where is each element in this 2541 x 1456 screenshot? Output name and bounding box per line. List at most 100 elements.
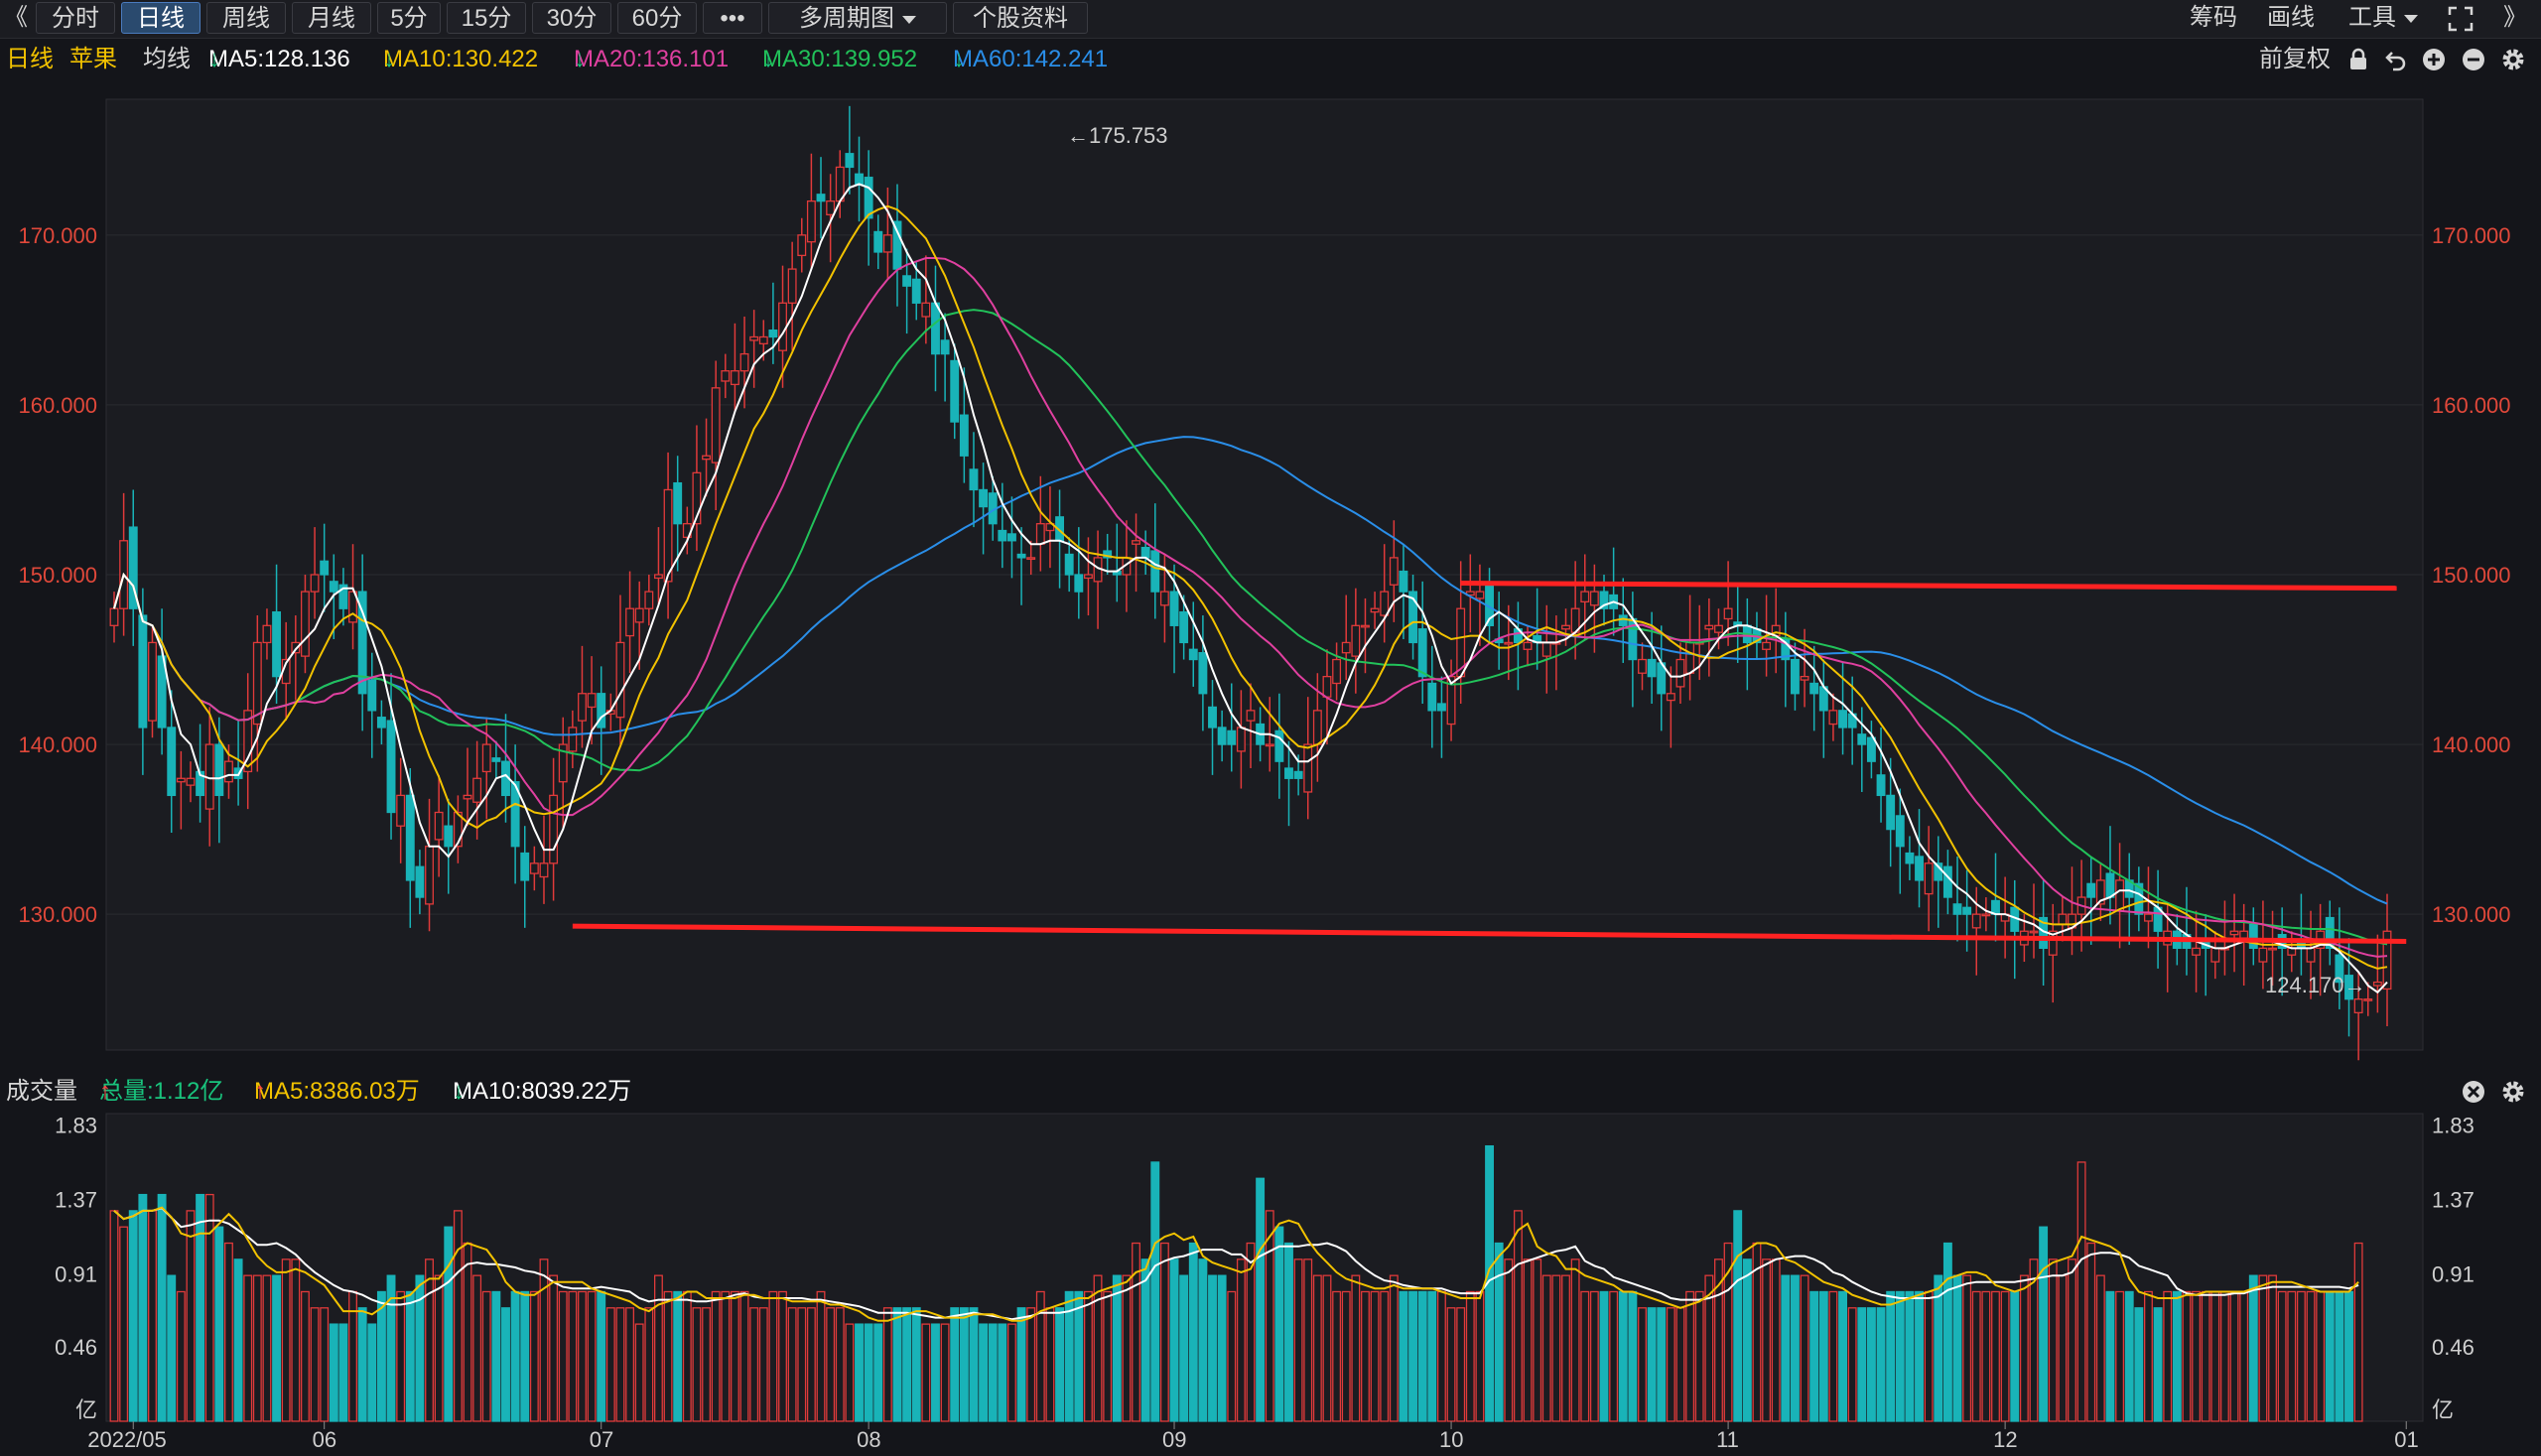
volume-bar	[520, 1290, 530, 1422]
candle	[434, 774, 444, 877]
date-label: 12	[1993, 1427, 2017, 1452]
candle-body	[1103, 550, 1113, 559]
candle-body	[176, 777, 186, 783]
zoom-in-icon[interactable]	[2422, 48, 2446, 71]
candle-body	[1322, 675, 1332, 698]
candle-body	[1541, 641, 1551, 657]
chips-button[interactable]: 筹码	[2190, 4, 2237, 31]
volume-bar	[634, 1323, 644, 1422]
tab-fenshi[interactable]: 分时	[36, 2, 115, 34]
candle	[1284, 740, 1293, 827]
candle	[2192, 910, 2202, 993]
candlestick-chart[interactable]: 170.000 160.000 150.000 140.000 130.000 170.…	[0, 79, 2541, 1072]
more-periods-button[interactable]: •••	[703, 2, 762, 34]
ma-settings-label[interactable]: 均线	[143, 46, 191, 72]
gear-icon[interactable]	[2501, 1080, 2525, 1104]
draw-line-button[interactable]: 画线	[2267, 4, 2315, 31]
candle-body	[2239, 930, 2249, 939]
tab-daily[interactable]: 日线	[121, 2, 201, 34]
volume-chart[interactable]: 1.83 1.37 0.91 0.46 亿 1.83 1.37 0.91 0.46 亿 2022…	[0, 1110, 2541, 1456]
candle	[1800, 628, 1809, 708]
candle-body	[959, 414, 969, 457]
candle-body	[481, 743, 491, 773]
volume-bar	[224, 1242, 233, 1422]
candle-body	[2210, 947, 2220, 963]
tab-5min[interactable]: 5分	[377, 2, 441, 34]
candle-body	[902, 275, 912, 287]
candle	[1045, 486, 1055, 569]
candle	[2268, 910, 2277, 986]
candle	[367, 652, 377, 758]
candle-body	[578, 693, 587, 722]
volume-bar	[1122, 1274, 1132, 1422]
volume-bar	[2325, 1290, 2335, 1422]
volume-bar	[692, 1307, 702, 1422]
candle-body	[1618, 614, 1628, 626]
tab-60min[interactable]: 60分	[617, 2, 697, 34]
volume-bar	[1905, 1290, 1915, 1422]
date-label: 11	[1716, 1427, 1739, 1452]
price-adjust-toggle[interactable]: 前复权	[2259, 46, 2331, 72]
candle-body	[320, 560, 330, 576]
volume-bar	[1256, 1177, 1266, 1422]
candle-body	[1762, 641, 1772, 650]
candle	[396, 757, 406, 863]
candle-body	[1236, 727, 1246, 752]
fullscreen-icon[interactable]	[2448, 6, 2474, 32]
volume-bar	[1866, 1307, 1876, 1422]
candle-body	[262, 624, 272, 644]
ma10-line	[113, 204, 2388, 970]
multi-period-dropdown[interactable]: 多周期图	[768, 2, 947, 34]
stock-info-button[interactable]: 个股资料	[953, 2, 1088, 34]
volume-bars	[109, 1144, 2363, 1422]
volume-bar	[1274, 1226, 1284, 1422]
candle	[1361, 597, 1370, 674]
candle	[1351, 588, 1361, 694]
volume-bar	[1198, 1258, 1208, 1422]
candle-body	[1246, 710, 1256, 722]
candle-body	[911, 278, 921, 304]
lock-icon[interactable]	[2346, 48, 2370, 71]
volume-bar	[1303, 1258, 1313, 1422]
candle	[1475, 564, 1485, 646]
volume-bar	[1599, 1290, 1609, 1422]
candle-body	[2058, 913, 2068, 926]
candle-body	[357, 591, 367, 695]
volume-bar	[1942, 1242, 1952, 1422]
ma20-text: MA20:136.101	[574, 46, 730, 72]
volume-bar	[2019, 1274, 2029, 1422]
gear-icon[interactable]	[2501, 48, 2525, 71]
candle-body	[1389, 557, 1399, 586]
tab-weekly[interactable]: 周线	[206, 2, 286, 34]
candle-body	[2192, 947, 2202, 956]
volume-ma10-arrow: ↓	[453, 1078, 465, 1105]
candle-body	[1915, 856, 1924, 881]
volume-bar	[2086, 1242, 2096, 1422]
tab-monthly[interactable]: 月线	[292, 2, 371, 34]
undo-icon[interactable]	[2384, 48, 2408, 71]
close-icon[interactable]	[2462, 1080, 2485, 1104]
candle-body	[434, 811, 444, 841]
candle-body	[1169, 591, 1179, 626]
date-label: 01	[2394, 1427, 2418, 1452]
volume-total-text: 总量:1.12亿	[99, 1078, 224, 1105]
volume-bar	[291, 1258, 301, 1422]
zoom-out-icon[interactable]	[2462, 48, 2485, 71]
volume-bar	[940, 1323, 950, 1422]
volume-bar	[1570, 1258, 1580, 1422]
tab-30min[interactable]: 30分	[532, 2, 611, 34]
collapse-left-icon[interactable]: 《	[4, 4, 28, 31]
tools-dropdown[interactable]: 工具	[2348, 2, 2418, 34]
candle	[2353, 972, 2363, 1061]
tab-15min[interactable]: 15分	[447, 2, 526, 34]
volume-bar	[911, 1307, 921, 1422]
volume-bar	[1436, 1290, 1446, 1422]
candle-body	[2268, 947, 2277, 951]
candle-body	[1064, 553, 1074, 576]
candle-body	[252, 641, 262, 726]
collapse-right-icon[interactable]: 》	[2503, 4, 2527, 31]
candle-body	[1647, 658, 1657, 678]
volume-bar	[2344, 1290, 2353, 1422]
volume-bar	[1838, 1290, 1848, 1422]
price-tick-label: 130.000	[18, 902, 97, 927]
